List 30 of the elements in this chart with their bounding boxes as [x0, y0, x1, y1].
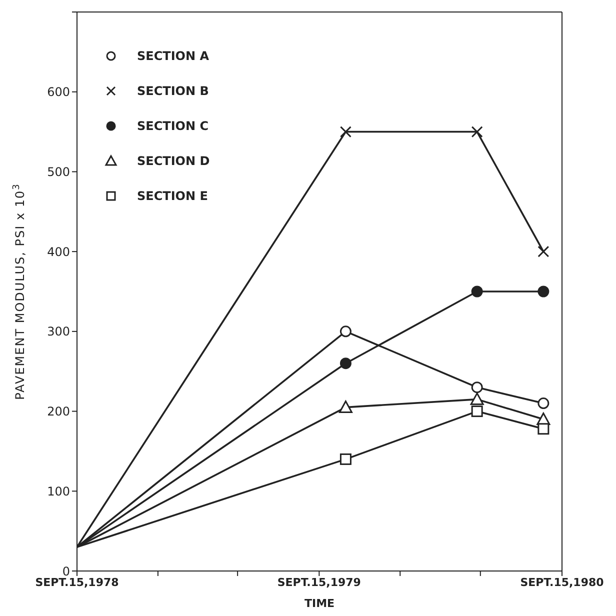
point — [538, 246, 550, 258]
point — [538, 398, 550, 410]
point — [470, 392, 484, 406]
point — [340, 358, 352, 370]
y-tick-label: 300 — [47, 324, 70, 339]
point — [471, 286, 483, 298]
point — [538, 423, 550, 435]
point — [471, 406, 483, 418]
point — [471, 126, 483, 138]
legend-label: SECTION C — [137, 118, 209, 132]
point — [471, 382, 483, 394]
y-tick-label: 400 — [47, 244, 70, 259]
y-tick-label: 600 — [47, 85, 70, 100]
legend-label: SECTION B — [137, 84, 209, 98]
y-tick-label: 100 — [47, 484, 70, 498]
point — [338, 400, 352, 414]
point — [538, 286, 550, 298]
y-tick-label: 200 — [47, 404, 70, 419]
x-tick-label: SEPT.15,1979 — [277, 576, 361, 589]
point — [340, 126, 352, 138]
x-axis-title: TIME — [304, 597, 335, 610]
legend-label: SECTION E — [137, 188, 208, 202]
point — [340, 453, 352, 465]
legend-label: SECTION A — [137, 48, 210, 62]
y-tick-label: 0 — [62, 564, 70, 578]
x-tick-label: SEPT.15,1978 — [35, 576, 119, 589]
x-tick-label: SEPT.15,1980 — [520, 576, 604, 589]
point — [340, 326, 352, 338]
legend-label: SECTION D — [137, 154, 210, 168]
y-tick-label: 500 — [47, 164, 70, 179]
